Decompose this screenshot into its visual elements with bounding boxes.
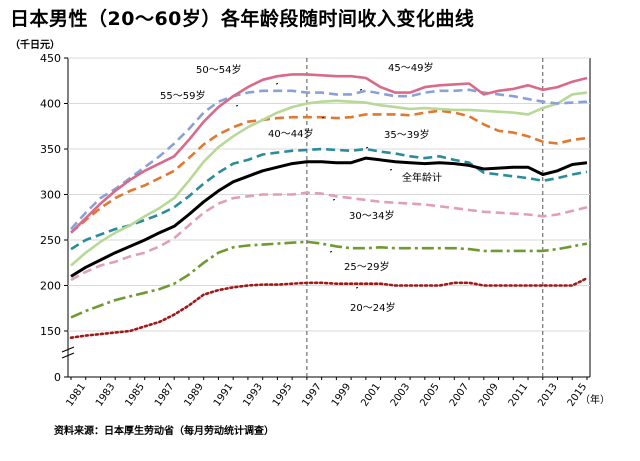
x-tick-label: 2003: [389, 382, 413, 409]
x-tick-label: 1987: [153, 382, 177, 409]
y-tick-label: 200: [40, 280, 61, 293]
x-tick-label: 1985: [123, 382, 147, 409]
series-line-30～34岁: [70, 191, 588, 282]
y-tick-label: 0: [54, 371, 61, 384]
series-line-全年龄计: [70, 156, 588, 278]
y-tick-label: 300: [40, 189, 61, 202]
series-line-50～54岁: [70, 88, 588, 230]
y-tick-label: 250: [40, 234, 61, 247]
y-tick-label: 450: [40, 52, 61, 65]
series-label-leader: [329, 251, 333, 253]
series-label-55～59岁: 55～59岁: [160, 89, 205, 102]
x-tick-label: 2007: [448, 382, 472, 409]
series-label-leader: [355, 287, 359, 289]
x-tick-label: 2009: [477, 382, 501, 409]
x-tick-label: 1993: [241, 382, 265, 409]
series-label-leader: [235, 105, 239, 107]
series-label-全年龄计: 全年龄计: [402, 171, 442, 184]
series-label-leader: [365, 147, 369, 149]
x-tick-label: 1999: [330, 382, 354, 409]
y-axis-unit-label: （千日元）: [10, 40, 60, 51]
x-tick-label: 1995: [271, 382, 295, 409]
source-note: 资料来源：日本厚生劳动省（每月劳动统计调查）: [54, 426, 274, 437]
series-line-55～59岁: [70, 91, 588, 267]
series-line-45～49岁: [70, 73, 588, 234]
series-label-20～24岁: 20～24岁: [350, 301, 395, 314]
series-label-25～29岁: 25～29岁: [344, 260, 389, 273]
y-tick-label: 350: [40, 143, 61, 156]
x-tick-label: 2001: [359, 382, 383, 409]
series-line-20～24岁: [69, 276, 589, 340]
chart-title: 日本男性（20～60岁）各年龄段随时间收入变化曲线: [10, 8, 475, 30]
series-label-40～44岁: 40～44岁: [268, 127, 313, 140]
x-tick-label: 1983: [94, 382, 118, 409]
series-label-leader: [275, 83, 279, 85]
series-line-25～29岁: [70, 240, 588, 319]
series-label-50～54岁: 50～54岁: [196, 63, 241, 76]
series-label-leader: [359, 89, 363, 91]
x-tick-label: 1991: [212, 382, 236, 409]
y-tick-label: 400: [40, 98, 61, 111]
series-label-leader: [332, 199, 336, 201]
y-tick-label: 150: [40, 325, 61, 338]
x-tick-label: 1981: [64, 382, 88, 409]
y-axis-break-marker: [61, 346, 75, 359]
series-label-35～39岁: 35～39岁: [384, 128, 429, 141]
x-tick-label: 2011: [507, 382, 531, 409]
series-label-45～49岁: 45～49岁: [388, 61, 433, 74]
series-line-40～44岁: [70, 109, 588, 234]
x-tick-label: 2013: [536, 382, 560, 409]
x-tick-label: 1997: [300, 382, 324, 409]
series-label-leader: [389, 169, 393, 171]
series-label-30～34岁: 30～34岁: [349, 209, 394, 222]
series-label-leader: [321, 117, 325, 119]
series-line-35～39岁: [70, 147, 588, 251]
x-tick-label: 2005: [418, 382, 442, 409]
x-axis-unit-label: （年）: [580, 393, 610, 406]
x-tick-label: 1989: [182, 382, 206, 409]
